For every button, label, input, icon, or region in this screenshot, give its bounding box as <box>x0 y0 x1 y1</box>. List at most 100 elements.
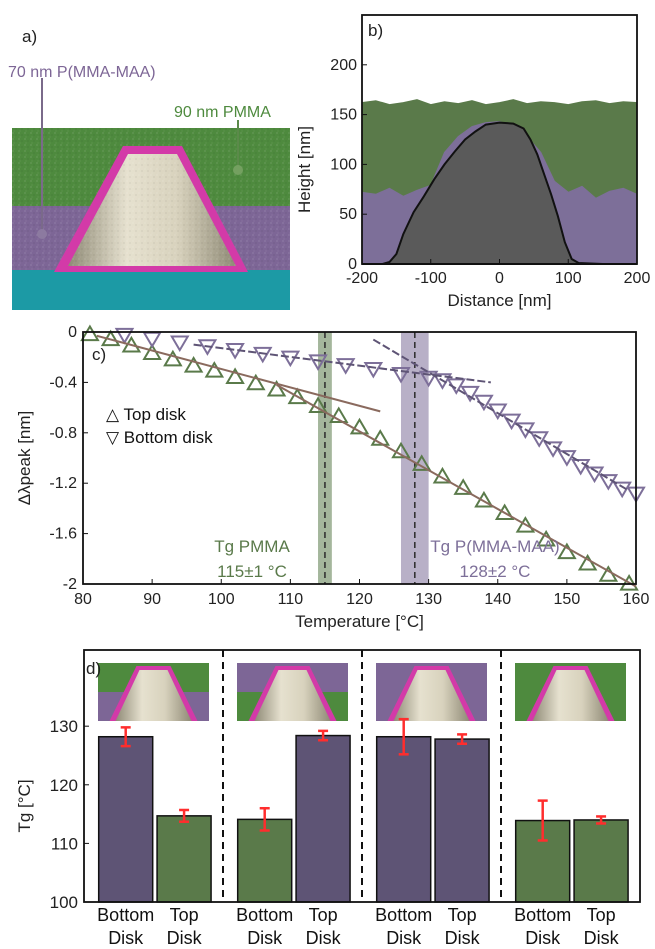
x-tick-label: 150 <box>554 591 581 608</box>
panel-d-frame <box>83 649 641 903</box>
bottom-disk-point <box>391 366 411 384</box>
bottom-disk-point <box>252 346 273 364</box>
inset-disk <box>254 670 331 721</box>
legend-entry: △ Top disk <box>106 405 186 424</box>
tg-bar <box>375 735 432 903</box>
inset-disk <box>115 670 192 721</box>
inset-disk <box>393 670 470 721</box>
y-tick-label: 110 <box>51 834 78 853</box>
panel-a: a) 70 nm P(MMA-MAA) 90 nm PMMA <box>8 27 290 310</box>
top-disk-point <box>391 441 411 459</box>
x-tick-label: 160 <box>623 591 650 608</box>
fit-line-2 <box>193 343 491 384</box>
bottom-disk-point <box>584 466 605 484</box>
top-disk-point <box>225 367 245 384</box>
y-tick-label: 100 <box>50 893 78 912</box>
y-tick-label: 150 <box>330 107 357 124</box>
y-tick-label: 50 <box>339 206 357 223</box>
x-tick-label: 120 <box>346 591 373 608</box>
category-label-line2: Disk <box>247 928 283 948</box>
bottom-disk-point <box>501 413 522 431</box>
bottom-disk-point <box>557 450 577 467</box>
category-label-line1: Bottom <box>97 905 154 925</box>
y-tick-label: -0.8 <box>49 425 77 442</box>
substrate <box>12 270 290 310</box>
x-tick-label: 100 <box>208 591 235 608</box>
y-tick-label: 120 <box>50 776 78 795</box>
x-tick-label: 130 <box>415 591 442 608</box>
tg-bar <box>236 818 293 903</box>
y-tick-label: -2 <box>63 576 77 593</box>
tg-band-title-1: Tg P(MMA-MAA) <box>430 537 559 556</box>
x-tick-label: 110 <box>278 591 304 608</box>
bottom-disk-point <box>460 385 480 403</box>
panel-d: Bottom Disk Top Disk Bottom Disk Top Disk Bottom… <box>15 649 641 948</box>
category-label-line2: Disk <box>386 928 422 948</box>
top-disk-point <box>329 406 349 424</box>
metal-disk-texture <box>68 154 236 266</box>
tg-band-value-0: 115±1 °C <box>217 562 287 581</box>
top-disk-point <box>183 356 204 373</box>
legend-entry: ▽ Bottom disk <box>106 428 213 447</box>
fit-line-0 <box>96 334 381 413</box>
x-tick-label: 0 <box>495 270 504 287</box>
tg-bar <box>295 734 351 903</box>
y-tick-label: 130 <box>50 717 78 736</box>
tg-bar <box>434 738 490 903</box>
x-tick-label: 200 <box>624 270 651 287</box>
inset-disk <box>532 670 609 721</box>
bottom-layer-label: 90 nm PMMA <box>174 104 271 121</box>
bottom-disk-point <box>335 358 356 375</box>
category-label-line2: Disk <box>306 928 342 948</box>
top-disk-point <box>287 387 308 405</box>
panel-c-label: c) <box>92 345 106 364</box>
category-label-line1: Top <box>587 905 616 925</box>
top-disk-point <box>619 574 639 591</box>
y-tick-label: 0 <box>348 256 357 273</box>
top-disk-point <box>370 429 390 446</box>
top-disk-point <box>163 349 183 367</box>
category-label-line2: Disk <box>445 928 481 948</box>
category-label-line1: Bottom <box>236 905 293 925</box>
top-disk-point <box>204 361 225 378</box>
panel-c-x-axis-label: Temperature [°C] <box>295 612 424 631</box>
fit-line-3 <box>372 338 630 492</box>
top-disk-point <box>246 373 266 391</box>
x-tick-label: -100 <box>415 270 447 287</box>
bottom-disk-point <box>570 458 591 476</box>
x-tick-label: -200 <box>346 270 378 287</box>
panel-b-y-axis-label: Height [nm] <box>295 126 314 213</box>
top-disk-point <box>494 503 515 521</box>
bottom-disk-point <box>432 373 453 390</box>
panel-c: c) 80 90 100 110 120 130 140 150 160 0 -0.4 -0.8 -1.… <box>15 324 649 631</box>
top-disk-point <box>349 417 370 435</box>
category-label-line2: Disk <box>108 928 144 948</box>
bottom-disk-point <box>418 370 439 388</box>
height-profile-2 <box>362 121 637 265</box>
panel-d-plot-area: Bottom Disk Top Disk Bottom Disk Top Disk Bottom… <box>50 649 641 948</box>
bottom-disk-point <box>308 354 328 371</box>
y-tick-label: -1.6 <box>49 526 77 543</box>
top-disk-point <box>557 542 577 560</box>
top-layer-label: 70 nm P(MMA-MAA) <box>8 64 156 81</box>
x-tick-label: 100 <box>555 270 582 287</box>
category-label-line1: Bottom <box>375 905 432 925</box>
panel-b-plot-area: -200 -100 0 100 200 0 50 100 150 200 <box>330 14 651 287</box>
top-disk-point <box>80 324 100 342</box>
tg-bar <box>97 735 154 903</box>
panel-c-y-axis-label: Δλpeak [nm] <box>15 411 34 506</box>
bottom-disk-point <box>170 335 190 353</box>
callout-dot-top <box>37 229 47 239</box>
y-tick-label: 0 <box>68 324 77 341</box>
y-tick-label: -0.4 <box>49 374 77 391</box>
panel-d-y-axis-label: Tg [°C] <box>15 779 34 832</box>
tg-bar <box>156 815 212 903</box>
callout-dot-bottom <box>233 165 243 175</box>
x-tick-label: 140 <box>484 591 511 608</box>
panel-c-plot-area: 80 90 100 110 120 130 140 150 160 0 -0.4 -0.8 -1.2 -1… <box>49 324 649 608</box>
top-disk-point <box>515 516 536 533</box>
x-tick-label: 90 <box>143 591 161 608</box>
category-label-line2: Disk <box>584 928 620 948</box>
panel-b: b) -200 -100 0 100 200 0 50 100 150 200 Distance … <box>295 14 651 310</box>
